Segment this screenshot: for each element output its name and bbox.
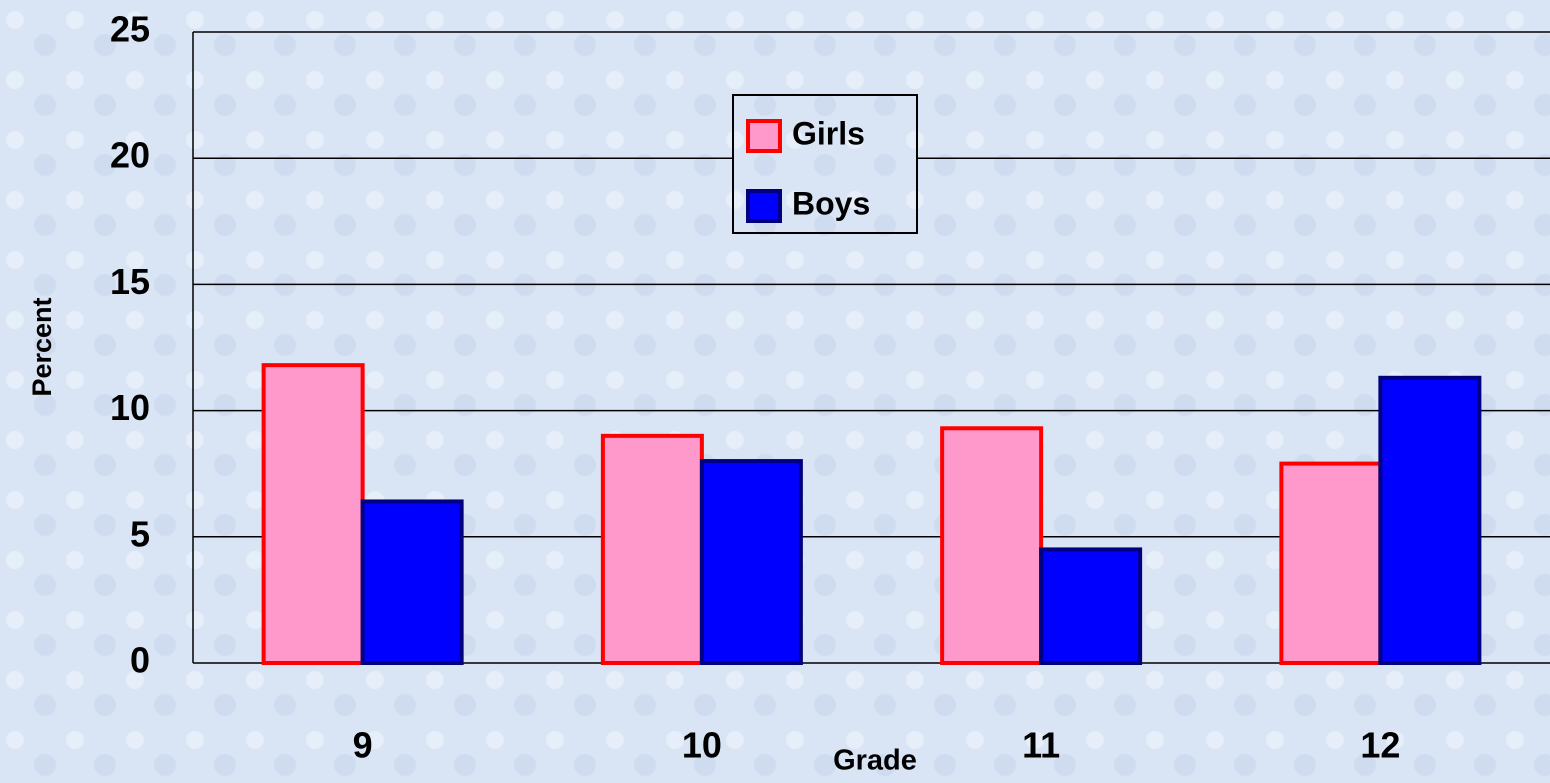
legend-swatch <box>746 189 782 223</box>
y-tick-label: 0 <box>130 640 150 681</box>
legend-label: Girls <box>792 115 865 151</box>
x-axis-label: Grade <box>833 745 917 777</box>
y-tick-label: 10 <box>110 387 150 428</box>
y-tick-label: 5 <box>130 513 150 554</box>
bar <box>1279 461 1383 665</box>
bar <box>360 499 464 665</box>
y-tick-label: 25 <box>110 9 150 50</box>
bar <box>940 426 1044 665</box>
x-tick-label: 9 <box>353 725 373 766</box>
bar <box>261 363 365 665</box>
legend-box <box>732 94 918 234</box>
x-tick-label: 10 <box>682 725 722 766</box>
y-tick-label: 15 <box>110 261 150 302</box>
legend-label: Boys <box>792 185 870 221</box>
legend-swatch <box>746 119 782 153</box>
y-axis-label: Percent <box>27 297 57 396</box>
y-tick-label: 20 <box>110 135 150 176</box>
bar <box>600 433 704 665</box>
x-tick-label: 11 <box>1022 725 1060 766</box>
bar <box>1378 375 1482 665</box>
bar <box>1039 547 1143 665</box>
x-tick-label: 12 <box>1360 725 1400 766</box>
bar <box>699 459 803 665</box>
